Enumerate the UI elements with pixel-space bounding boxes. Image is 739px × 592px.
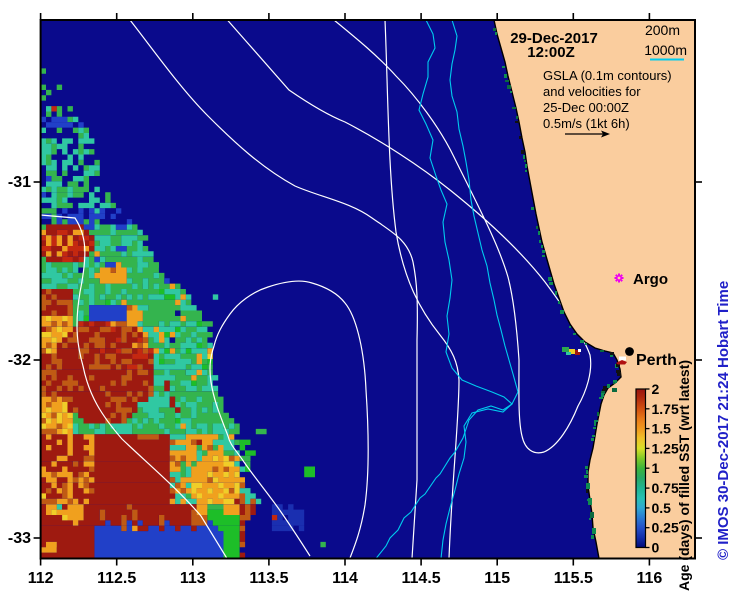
svg-text:GSLA (0.1m contours): GSLA (0.1m contours): [543, 68, 672, 83]
svg-text:-33: -33: [8, 530, 31, 547]
svg-text:1.25: 1.25: [652, 440, 679, 456]
svg-text:Perth: Perth: [636, 352, 677, 369]
svg-text:-32: -32: [8, 352, 31, 369]
svg-text:29-Dec-2017: 29-Dec-2017: [510, 30, 598, 47]
svg-text:200m: 200m: [645, 22, 680, 38]
svg-text:12:00Z: 12:00Z: [527, 44, 575, 61]
svg-text:115.5: 115.5: [554, 570, 593, 587]
svg-text:2: 2: [652, 381, 660, 397]
svg-text:-31: -31: [8, 174, 31, 191]
svg-text:112.5: 112.5: [97, 570, 136, 587]
svg-text:114.5: 114.5: [402, 570, 441, 587]
svg-text:Argo: Argo: [633, 271, 668, 288]
svg-text:0.75: 0.75: [652, 480, 679, 496]
svg-text:115: 115: [484, 570, 510, 587]
svg-text:and velocities for: and velocities for: [543, 84, 641, 99]
svg-text:1: 1: [652, 460, 660, 476]
svg-text:0.25: 0.25: [652, 520, 679, 536]
svg-text:1000m: 1000m: [644, 42, 687, 58]
svg-text:Age (days) of filled SST (wrt: Age (days) of filled SST (wrt latest): [676, 360, 692, 591]
svg-text:0.5m/s (1kt 6h): 0.5m/s (1kt 6h): [543, 116, 630, 131]
svg-text:© IMOS 30-Dec-2017 21:24 Hobar: © IMOS 30-Dec-2017 21:24 Hobart Time: [715, 281, 732, 560]
svg-text:116: 116: [636, 570, 662, 587]
svg-text:1.5: 1.5: [652, 421, 672, 437]
svg-text:113: 113: [180, 570, 206, 587]
svg-text:0.5: 0.5: [652, 500, 672, 516]
svg-text:114: 114: [332, 570, 358, 587]
svg-text:113.5: 113.5: [249, 570, 288, 587]
svg-text:25-Dec 00:00Z: 25-Dec 00:00Z: [543, 100, 629, 115]
svg-text:0: 0: [652, 540, 660, 556]
svg-text:1.75: 1.75: [652, 401, 679, 417]
svg-text:112: 112: [28, 570, 54, 587]
